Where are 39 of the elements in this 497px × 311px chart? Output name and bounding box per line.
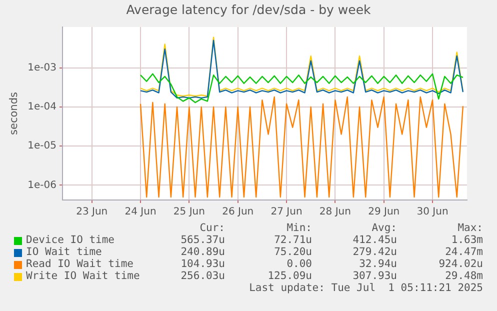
text: 279.42u bbox=[352, 246, 397, 258]
text: Min: bbox=[286, 222, 312, 234]
text: 412.45u bbox=[352, 234, 397, 246]
text: Cur: bbox=[200, 222, 225, 234]
x-tick-label: 25 Jun bbox=[173, 206, 205, 218]
x-tick-label: 27 Jun bbox=[270, 206, 302, 218]
text: 924.02u bbox=[438, 258, 483, 270]
text: 565.37u bbox=[180, 234, 225, 246]
text: 32.94u bbox=[359, 258, 397, 270]
x-tick-label: 29 Jun bbox=[368, 206, 400, 218]
x-tick-label: 24 Jun bbox=[124, 206, 156, 218]
text: Last update: Tue Jul 1 05:11:21 2025 bbox=[249, 282, 483, 294]
text: 72.71u bbox=[274, 234, 312, 246]
text: 29.48m bbox=[445, 270, 483, 282]
legend-label: IO Wait time bbox=[26, 246, 102, 258]
text: 1.63m bbox=[451, 234, 483, 246]
legend-label: Read IO Wait time bbox=[26, 258, 134, 270]
x-tick-label: 26 Jun bbox=[222, 206, 254, 218]
text: Avg: bbox=[372, 222, 397, 234]
legend-label: Write IO Wait time bbox=[26, 270, 140, 282]
text: 256.03u bbox=[180, 270, 225, 282]
text: 24.47m bbox=[445, 246, 483, 258]
y-tick-label: 1e-03 bbox=[28, 62, 56, 74]
legend-label: Device IO time bbox=[26, 234, 115, 246]
x-tick-label: 23 Jun bbox=[76, 206, 108, 218]
text: 104.93u bbox=[180, 258, 225, 270]
text: Max: bbox=[458, 222, 483, 234]
y-tick-label: 1e-06 bbox=[28, 180, 56, 191]
y-axis-title: seconds bbox=[8, 92, 20, 135]
text: 307.93u bbox=[352, 270, 397, 282]
y-tick-label: 1e-05 bbox=[28, 140, 56, 152]
x-tick-label: 30 Jun bbox=[416, 206, 448, 218]
x-tick-label: 28 Jun bbox=[319, 206, 351, 218]
y-tick-label: 1e-04 bbox=[28, 102, 56, 113]
chart-title: Average latency for /dev/sda - by week bbox=[125, 2, 372, 17]
text: 75.20u bbox=[274, 246, 312, 258]
text: 125.09u bbox=[268, 270, 312, 282]
text: 0.00 bbox=[286, 258, 312, 270]
text: 240.89u bbox=[180, 246, 225, 258]
